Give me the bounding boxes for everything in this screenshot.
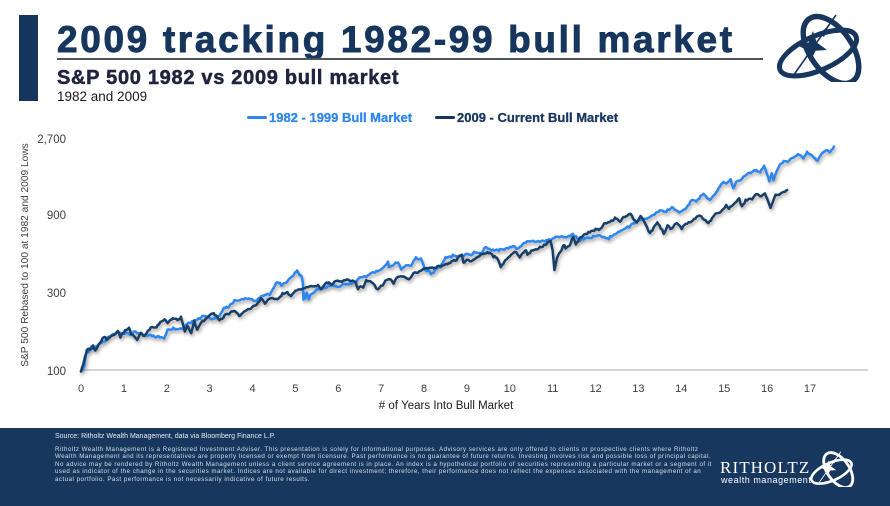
svg-text:S&P 500 Rebased to 100 at 1982: S&P 500 Rebased to 100 at 1982 and 2009 … [20,143,31,367]
svg-text:8: 8 [421,383,427,395]
svg-text:7: 7 [378,383,384,395]
svg-text:900: 900 [47,210,66,222]
svg-text:5: 5 [292,383,298,395]
svg-text:9: 9 [464,383,470,395]
svg-text:2,700: 2,700 [37,134,66,146]
svg-text:15: 15 [718,383,730,395]
svg-text:100: 100 [47,366,66,378]
svg-text:10: 10 [504,383,516,395]
svg-text:0: 0 [78,383,84,395]
svg-text:16: 16 [761,383,773,395]
svg-text:2: 2 [164,383,170,395]
svg-text:3: 3 [207,383,213,395]
svg-text:12: 12 [589,383,601,395]
svg-text:17: 17 [804,383,816,395]
svg-text:6: 6 [335,383,341,395]
svg-text:300: 300 [47,288,66,300]
svg-text:# of Years Into Bull Market: # of Years Into Bull Market [379,400,514,412]
svg-text:14: 14 [675,383,687,395]
svg-text:1: 1 [121,383,127,395]
svg-text:13: 13 [632,383,644,395]
svg-text:11: 11 [547,383,558,395]
svg-text:4: 4 [249,383,255,395]
